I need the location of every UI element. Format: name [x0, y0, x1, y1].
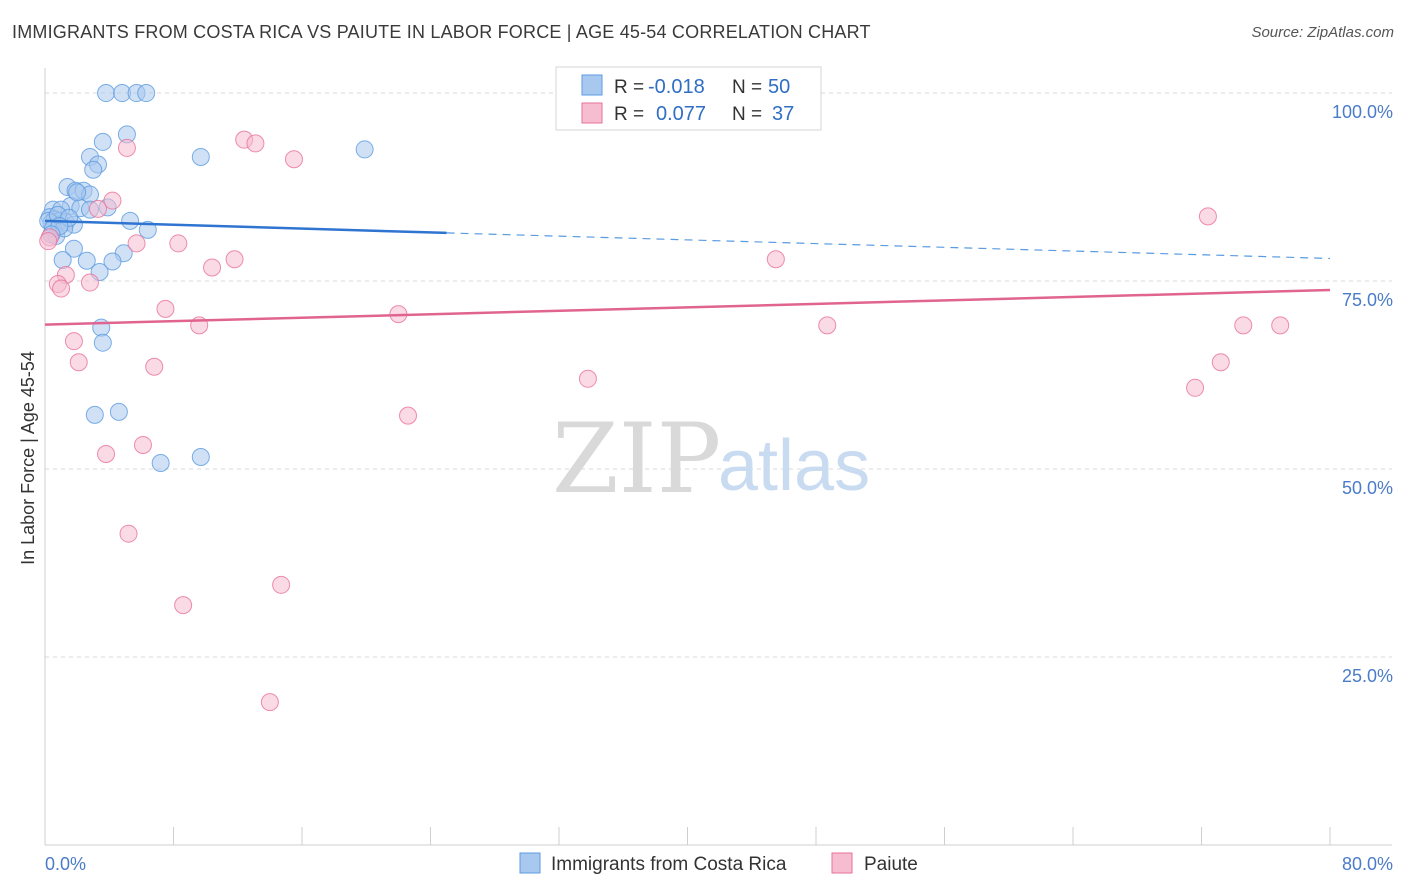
- point-paiute: [1271, 316, 1290, 335]
- legend-n-label-1: N =: [732, 77, 762, 98]
- point-costa-rica: [191, 447, 210, 466]
- point-costa-rica: [97, 84, 116, 103]
- point-costa-rica: [151, 454, 170, 473]
- point-costa-rica: [53, 250, 72, 269]
- trend-line-costa-rica-extension: [446, 232, 1331, 260]
- point-paiute: [156, 299, 175, 318]
- legend-n-value-1: 50: [768, 76, 790, 98]
- y-tick-label: 75.0%: [1342, 290, 1393, 310]
- point-paiute: [174, 596, 193, 615]
- point-paiute: [119, 524, 138, 543]
- point-paiute: [399, 406, 418, 425]
- point-paiute: [69, 353, 88, 372]
- point-paiute: [169, 234, 188, 253]
- source-label: Source: ZipAtlas.com: [1251, 24, 1394, 41]
- grid-lines: [45, 92, 1392, 658]
- point-costa-rica: [92, 318, 111, 337]
- legend-r-value-1: -0.018: [648, 76, 705, 98]
- x-tick-label: 80.0%: [1342, 854, 1393, 874]
- series-legend-swatch-pink: [831, 852, 853, 874]
- series-legend-label-blue: Immigrants from Costa Rica: [551, 854, 787, 875]
- y-tick-label: 25.0%: [1342, 666, 1393, 686]
- legend-swatch-pink: [581, 102, 603, 124]
- x-tick-label: 0.0%: [45, 854, 86, 874]
- series-legend-label-pink: Paiute: [864, 854, 918, 875]
- point-costa-rica: [191, 147, 210, 166]
- point-costa-rica: [355, 140, 374, 159]
- y-tick-label: 100.0%: [1332, 102, 1393, 122]
- point-paiute: [127, 234, 146, 253]
- point-paiute: [39, 232, 58, 251]
- point-costa-rica: [77, 251, 96, 270]
- point-paiute: [818, 316, 837, 335]
- point-costa-rica: [93, 132, 112, 151]
- tick-labels: 25.0% 50.0% 75.0% 100.0% 0.0% 80.0%: [45, 102, 1393, 874]
- point-costa-rica: [103, 252, 122, 271]
- y-axis-label: In Labor Force | Age 45-54: [18, 351, 38, 565]
- point-paiute: [578, 369, 597, 388]
- point-paiute: [117, 138, 136, 157]
- legend-n-label-2: N =: [732, 104, 762, 125]
- legend-swatch-blue: [581, 74, 603, 96]
- legend-r-value-2: 0.077: [656, 103, 706, 125]
- trend-lines: [44, 219, 1331, 326]
- series-legend: Immigrants from Costa Rica Paiute: [519, 852, 918, 875]
- point-paiute: [203, 258, 222, 277]
- point-paiute: [284, 150, 303, 169]
- point-costa-rica: [137, 84, 156, 103]
- point-paiute: [225, 250, 244, 269]
- point-paiute: [97, 444, 116, 463]
- watermark-atlas: atlas: [718, 426, 870, 506]
- point-paiute: [1198, 207, 1217, 226]
- point-paiute: [1186, 378, 1205, 397]
- legend-n-value-2: 37: [772, 103, 794, 125]
- point-paiute: [133, 435, 152, 454]
- point-paiute: [260, 693, 279, 712]
- point-paiute: [145, 357, 164, 376]
- legend-r-label-1: R =: [614, 77, 644, 98]
- series-paiute-points: [39, 130, 1290, 712]
- point-paiute: [246, 134, 265, 153]
- point-paiute: [1234, 316, 1253, 335]
- watermark-zip: ZIP: [552, 403, 721, 515]
- point-paiute: [766, 250, 785, 269]
- series-legend-swatch-blue: [519, 852, 541, 874]
- point-costa-rica: [84, 160, 103, 179]
- watermark: ZIP atlas: [552, 403, 870, 515]
- point-paiute: [64, 332, 83, 351]
- point-paiute: [1211, 353, 1230, 372]
- point-costa-rica: [109, 402, 128, 421]
- point-paiute: [103, 191, 122, 210]
- series-costa-rica-points: [39, 84, 374, 473]
- point-costa-rica: [138, 220, 157, 239]
- point-costa-rica: [85, 405, 104, 424]
- trend-line-paiute: [44, 288, 1331, 326]
- axes: [44, 68, 1392, 846]
- point-costa-rica: [64, 239, 83, 258]
- chart-title: IMMIGRANTS FROM COSTA RICA VS PAIUTE IN …: [12, 22, 871, 42]
- legend-r-label-2: R =: [614, 104, 644, 125]
- y-tick-label: 50.0%: [1342, 478, 1393, 498]
- point-paiute: [89, 199, 108, 218]
- point-costa-rica: [121, 211, 140, 230]
- stats-legend: R = -0.018 N = 50 R = 0.077 N = 37: [555, 66, 822, 131]
- point-paiute: [272, 575, 291, 594]
- point-costa-rica: [68, 183, 87, 202]
- point-costa-rica: [93, 333, 112, 352]
- trend-line-costa-rica: [44, 219, 447, 235]
- point-paiute: [52, 279, 71, 298]
- point-paiute: [80, 273, 99, 292]
